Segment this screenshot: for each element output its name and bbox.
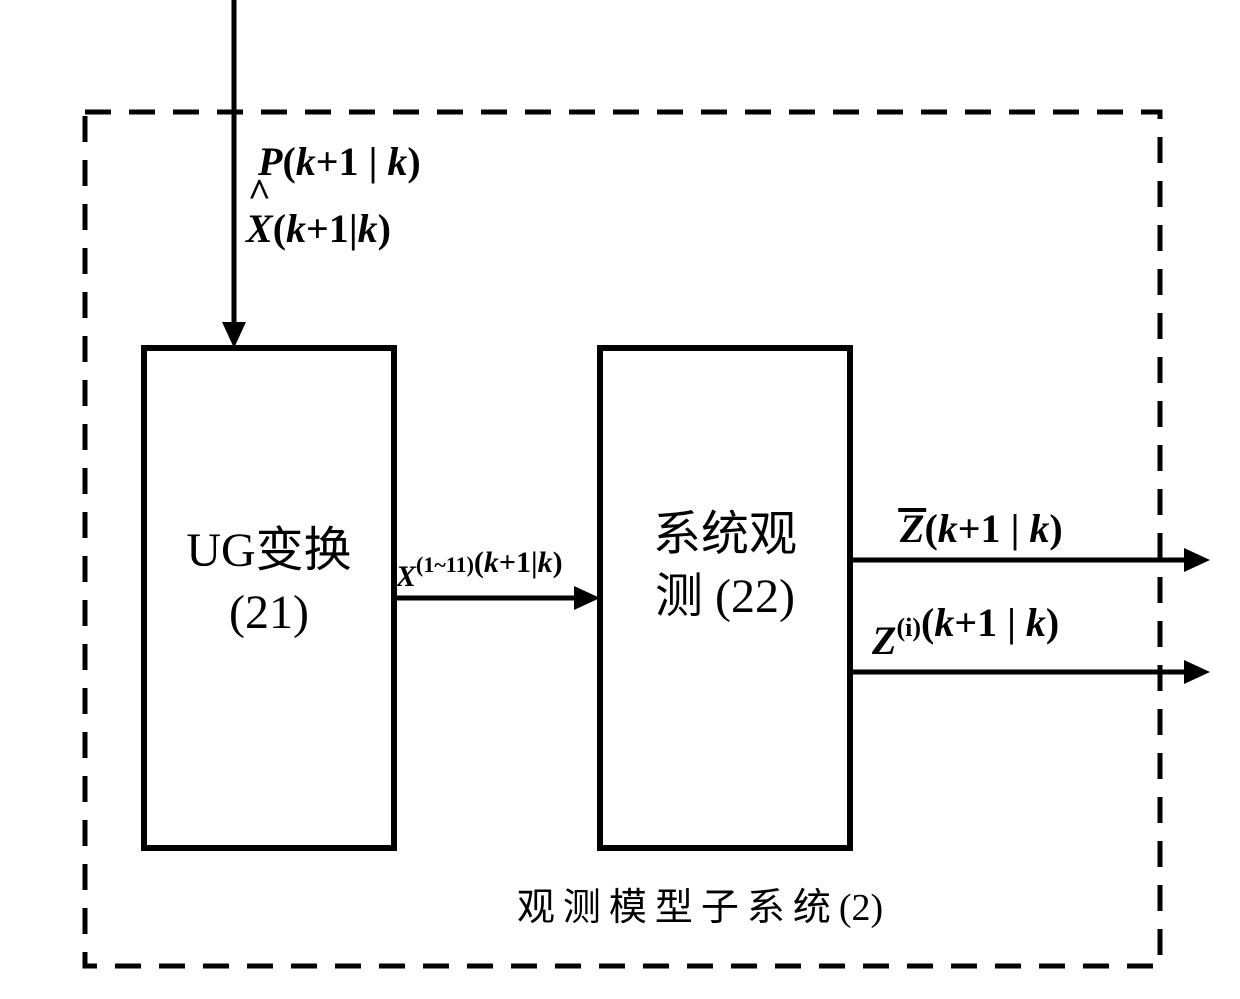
svg-text:^: ^ bbox=[248, 170, 271, 215]
svg-text:Z(k+1 | k): Z(k+1 | k) bbox=[899, 506, 1063, 551]
svg-text:X(1~11)(k+1|k): X(1~11)(k+1|k) bbox=[395, 546, 563, 593]
ug-to-obs-arrow-head bbox=[574, 586, 600, 610]
label-mid-X: X(1~11)(k+1|k) bbox=[395, 546, 563, 593]
diagram-canvas: P(k+1 | k)X(k+1|k)^X(1~11)(k+1|k)Z(k+1 |… bbox=[0, 0, 1240, 999]
label-input-P: P(k+1 | k) bbox=[257, 139, 421, 184]
ug-box-line1: UG变换 bbox=[186, 524, 351, 577]
subsystem-caption: 观测模型子系统(2) bbox=[517, 887, 883, 929]
obs-box-line2: 测 (22) bbox=[655, 570, 795, 623]
label-out-Zbar: Z(k+1 | k) bbox=[898, 506, 1062, 551]
obs-box-line1: 系统观 bbox=[653, 508, 797, 561]
ug-box-line2: (21) bbox=[229, 586, 309, 639]
label-out-Zi: Z(i)(k+1 | k) bbox=[871, 600, 1059, 663]
output-bottom-arrow-head bbox=[1184, 660, 1210, 684]
input-arrow-head bbox=[222, 322, 246, 348]
svg-text:P(k+1 | k): P(k+1 | k) bbox=[257, 139, 421, 184]
output-top-arrow-head bbox=[1184, 548, 1210, 572]
svg-text:Z(i)(k+1 | k): Z(i)(k+1 | k) bbox=[871, 600, 1059, 663]
